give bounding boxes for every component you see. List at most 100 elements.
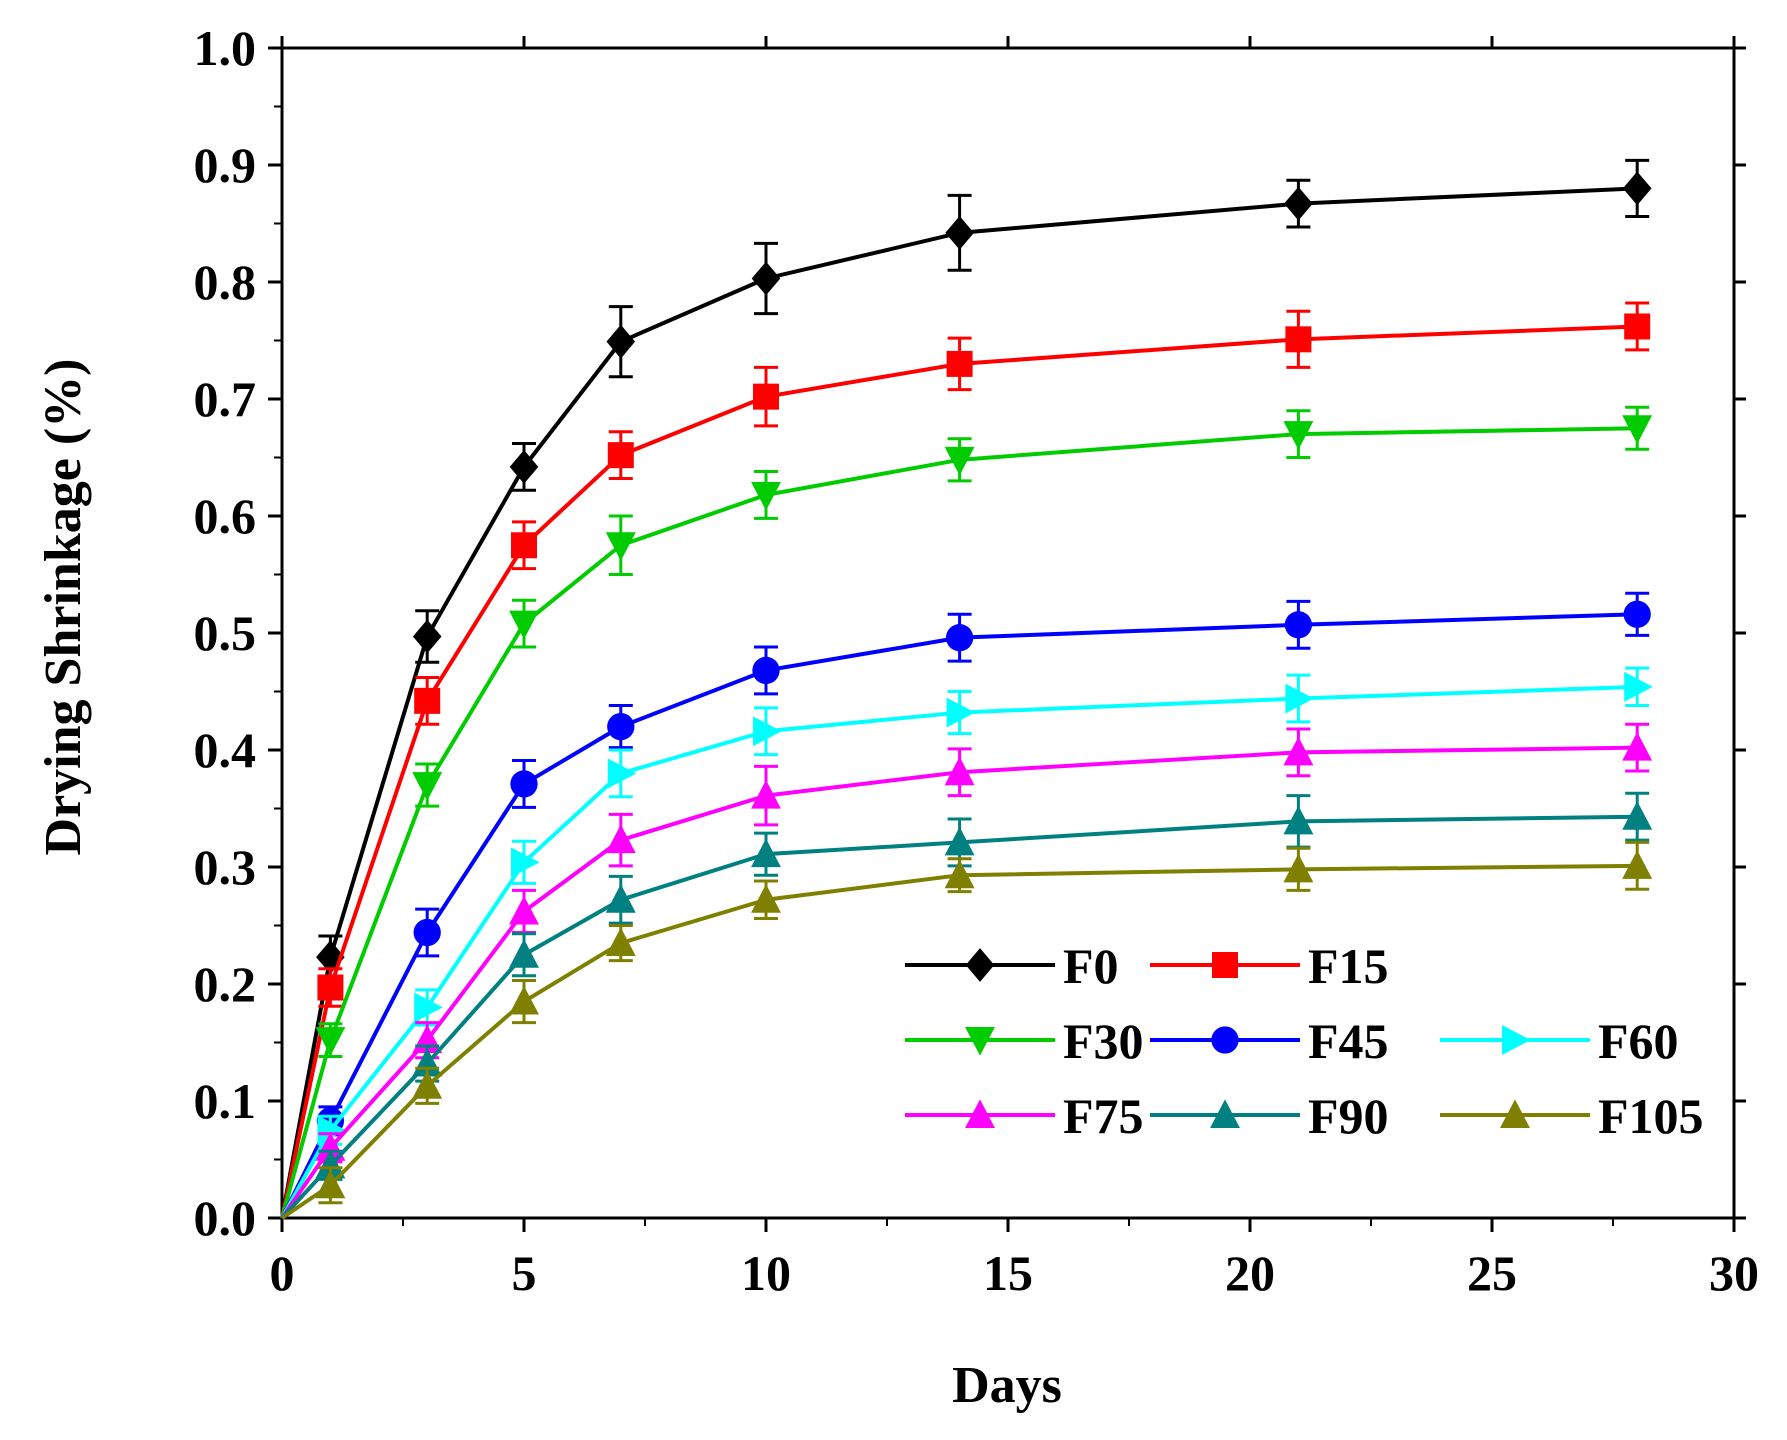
data-point-F30 — [751, 481, 781, 511]
legend-marker — [965, 948, 995, 982]
legend-item-F0: F0 — [905, 938, 1119, 994]
data-point-F60 — [511, 847, 540, 878]
data-point-F30 — [1622, 415, 1653, 444]
y-tick-label: 0.7 — [194, 371, 257, 427]
data-point-F60 — [414, 992, 443, 1023]
legend-item-F30: F30 — [905, 1013, 1144, 1069]
data-point-F105 — [944, 859, 975, 889]
data-point-F75 — [509, 895, 539, 925]
data-point-F15 — [1285, 326, 1312, 353]
y-tick-label: 0.8 — [194, 254, 257, 310]
legend-marker — [965, 1027, 995, 1056]
data-point-F45 — [510, 770, 538, 798]
data-point-F75 — [944, 756, 975, 786]
x-tick-label: 10 — [741, 1245, 791, 1301]
data-point-F15 — [607, 442, 634, 469]
data-point-F0 — [1622, 171, 1652, 206]
data-point-F90 — [944, 826, 975, 856]
data-point-F90 — [751, 838, 781, 868]
data-point-F0 — [751, 261, 781, 296]
data-point-F90 — [315, 1149, 346, 1179]
data-point-F15 — [946, 350, 973, 377]
y-tick-label: 0.9 — [194, 137, 257, 193]
data-point-F30 — [509, 610, 539, 640]
y-tick-label: 0.0 — [194, 1190, 257, 1246]
legend-label: F30 — [1063, 1013, 1144, 1069]
x-tick-label: 0 — [270, 1245, 295, 1301]
legend-label: F0 — [1063, 938, 1119, 994]
legend-item-F90: F90 — [1150, 1088, 1389, 1144]
x-axis-title: Days — [952, 1357, 1062, 1414]
series-F0 — [280, 158, 1652, 1219]
data-point-F105 — [315, 1169, 346, 1199]
data-point-F45 — [1284, 611, 1313, 639]
y-tick-label: 0.4 — [194, 722, 257, 778]
x-tick-label: 30 — [1709, 1245, 1759, 1301]
data-point-F75 — [315, 1132, 346, 1161]
y-tick-label: 0.3 — [194, 839, 257, 895]
data-point-F90 — [605, 884, 636, 913]
series-F30 — [280, 405, 1653, 1219]
data-point-F75 — [1283, 736, 1314, 766]
data-point-F105 — [605, 927, 636, 957]
data-point-F75 — [751, 780, 781, 809]
legend-marker — [1210, 1099, 1240, 1128]
legend: F0 F15 F30 F45 F60 F75 F90 F105 — [905, 938, 1704, 1144]
data-point-F105 — [1283, 853, 1314, 883]
data-point-F60 — [607, 758, 637, 789]
series-F60 — [280, 666, 1653, 1219]
legend-label: F75 — [1063, 1088, 1144, 1144]
data-point-F60 — [753, 716, 782, 747]
data-point-F105 — [1622, 850, 1653, 879]
legend-item-F15: F15 — [1150, 938, 1389, 994]
legend-item-F75: F75 — [905, 1088, 1144, 1144]
data-point-F15 — [511, 532, 537, 559]
series-F105 — [280, 840, 1653, 1220]
data-point-F45 — [413, 918, 441, 947]
legend-label: F15 — [1308, 938, 1389, 994]
data-point-F60 — [317, 1115, 346, 1146]
axes: 0 5 10 15 20 25 30 0.0 0.1 0.2 0.3 0.4 0.5 0.6 0.7 0.8 0… — [194, 20, 1760, 1301]
data-point-F15 — [317, 974, 344, 1001]
legend-item-F60: F60 — [1440, 1013, 1679, 1069]
x-tick-label: 15 — [983, 1245, 1033, 1301]
data-point-F105 — [751, 884, 781, 913]
data-point-F75 — [1622, 732, 1653, 761]
legend-label: F60 — [1598, 1013, 1679, 1069]
legend-label: F90 — [1308, 1088, 1389, 1144]
y-tick-label: 0.1 — [194, 1073, 257, 1129]
y-axis-title: Drying Shrinkage (%) — [35, 359, 92, 856]
legend-item-F45: F45 — [1150, 1013, 1389, 1069]
data-point-F30 — [315, 1027, 346, 1056]
data-point-F0 — [945, 215, 974, 250]
data-point-F45 — [945, 624, 974, 652]
data-point-F90 — [1283, 805, 1314, 835]
series-F75 — [280, 722, 1653, 1220]
data-point-F30 — [605, 532, 636, 561]
data-point-F0 — [509, 449, 539, 484]
data-point-F30 — [412, 772, 443, 801]
data-point-F30 — [1283, 421, 1314, 450]
data-point-F75 — [605, 824, 636, 854]
x-tick-label: 20 — [1225, 1245, 1275, 1301]
data-point-F60 — [1624, 671, 1653, 702]
data-point-F60 — [946, 697, 976, 728]
data-point-F105 — [509, 985, 539, 1015]
x-tick-label: 25 — [1467, 1245, 1517, 1301]
y-tick-label: 0.2 — [194, 956, 257, 1012]
data-point-F45 — [752, 656, 780, 685]
data-point-F0 — [412, 619, 442, 654]
y-tick-label: 0.6 — [194, 488, 257, 544]
data-point-F15 — [1624, 313, 1651, 340]
series-F90 — [280, 791, 1653, 1220]
data-point-F15 — [414, 687, 441, 714]
x-tick-label: 5 — [512, 1245, 537, 1301]
series-F15 — [280, 301, 1651, 1219]
y-tick-label: 0.5 — [194, 605, 257, 661]
y-tick-label: 1.0 — [194, 20, 257, 76]
data-point-F45 — [1623, 600, 1651, 628]
legend-marker — [1211, 1026, 1239, 1054]
data-point-F90 — [509, 939, 539, 968]
plot-series — [280, 158, 1653, 1220]
